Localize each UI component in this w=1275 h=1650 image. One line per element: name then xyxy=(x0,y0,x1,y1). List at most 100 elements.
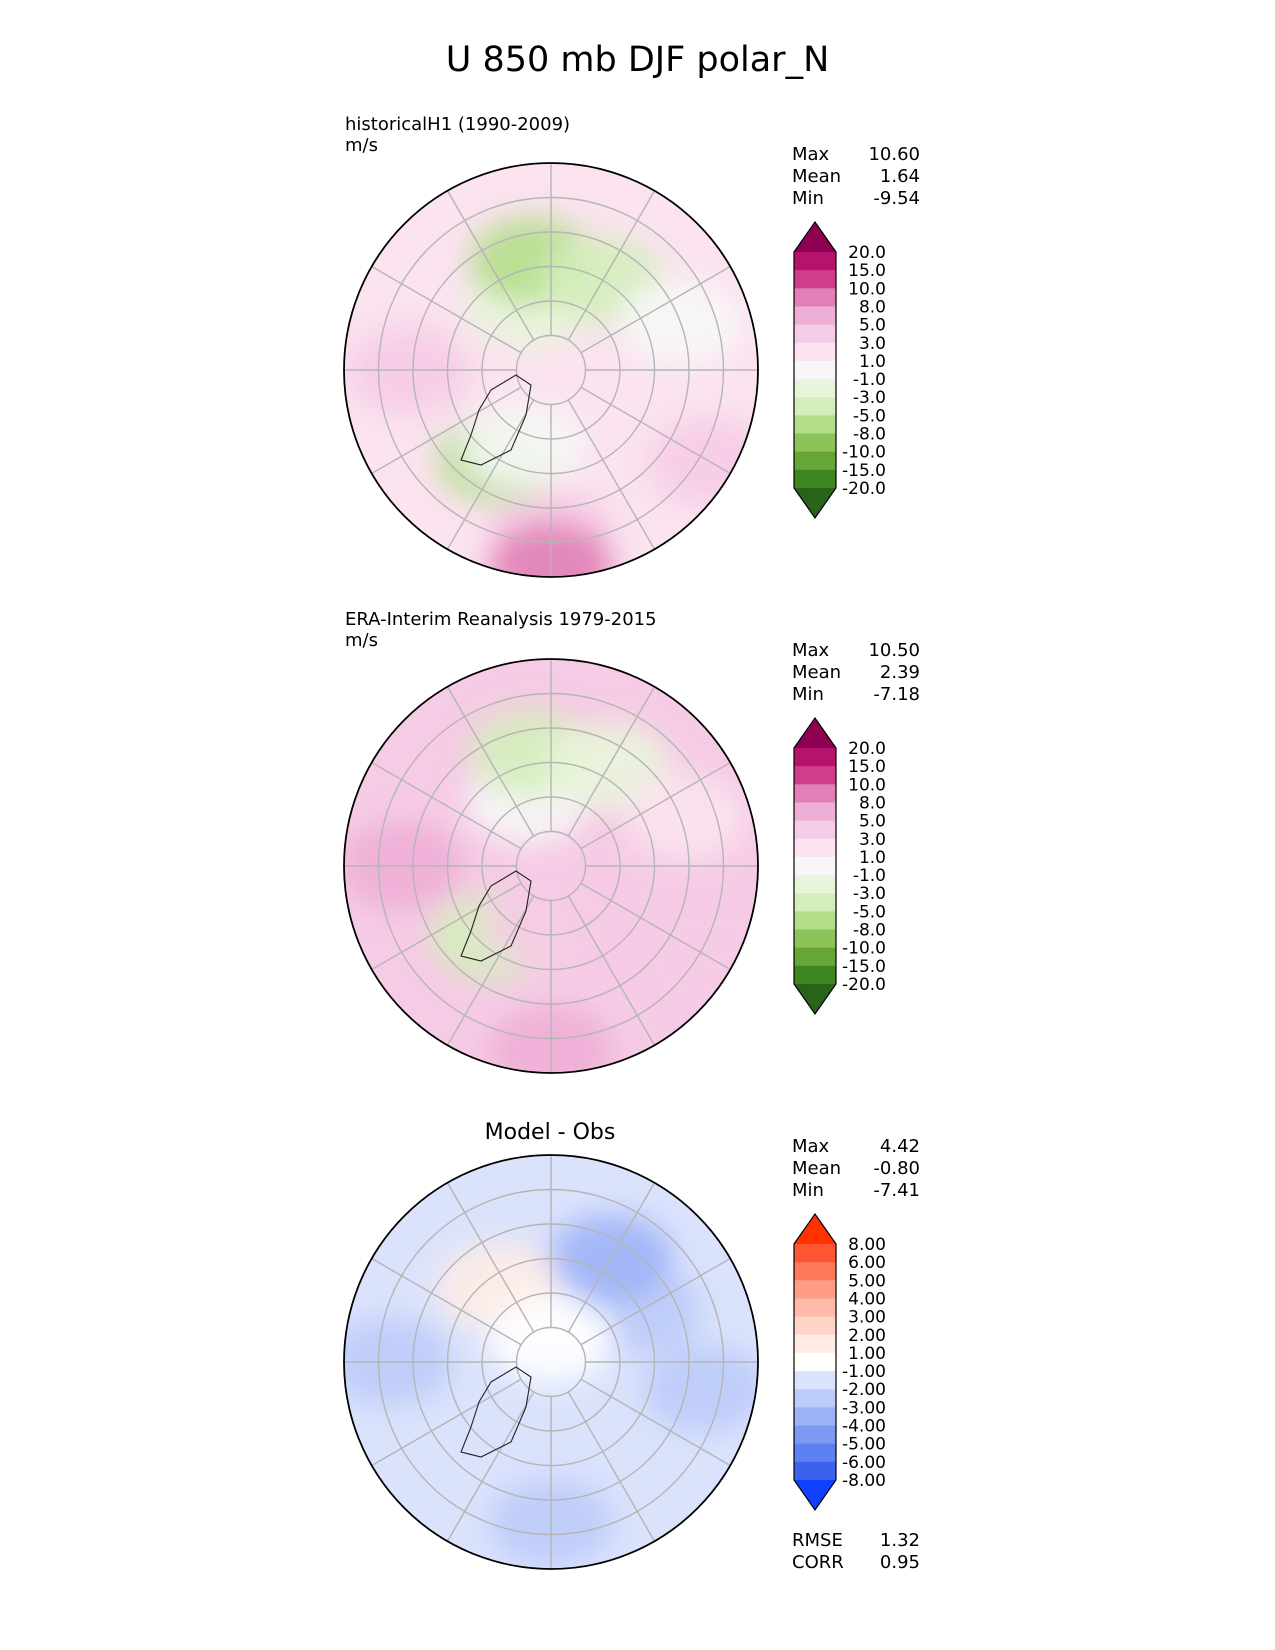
colorbar-tick-label: -8.00 xyxy=(842,1471,886,1491)
stat-value: -9.54 xyxy=(873,188,920,209)
meridian-line xyxy=(580,1378,731,1467)
colorbar-bin xyxy=(794,1371,836,1390)
metric-rmse: RMSE 1.32 xyxy=(792,1530,920,1552)
colorbar-tick-label: -5.0 xyxy=(853,902,886,922)
stat-label: Min xyxy=(792,1180,824,1201)
colorbar-tick-label: -1.0 xyxy=(853,370,886,390)
panel-1-title: historicalH1 (1990-2009) m/s xyxy=(345,114,570,156)
colorbar-tick-label: 15.0 xyxy=(848,261,886,281)
panel-2-stats: Max 10.50 Mean 2.39 Min -7.18 xyxy=(792,640,920,706)
meridian-line xyxy=(580,386,731,475)
panel-1-map xyxy=(343,162,759,578)
colorbar-bin xyxy=(794,856,836,876)
colorbar-tick-label: -2.00 xyxy=(842,1380,886,1400)
meridian-line xyxy=(580,265,731,354)
colorbar-bin xyxy=(794,1352,836,1372)
colorbar-tick-label: 4.00 xyxy=(848,1289,886,1309)
meridian-line xyxy=(371,1257,522,1346)
stat-value: 2.39 xyxy=(879,662,920,683)
stat-max: Max 4.42 xyxy=(792,1136,920,1158)
coastline-greenland xyxy=(460,374,532,466)
colorbar-tick-label: 20.0 xyxy=(848,739,886,759)
stat-mean: Mean -0.80 xyxy=(792,1158,920,1180)
meridian-line xyxy=(446,190,535,341)
colorbar-bin xyxy=(794,838,836,858)
meridian-line xyxy=(567,1182,656,1333)
panel-3-colorbar: 8.006.005.004.003.002.001.00-1.00-2.00-3… xyxy=(793,1212,886,1511)
stat-mean: Mean 1.64 xyxy=(792,166,920,188)
stat-label: Min xyxy=(792,684,824,705)
colorbar-tick-label: -10.0 xyxy=(842,939,886,959)
colorbar-tick-label: -5.00 xyxy=(842,1435,886,1455)
metric-label: RMSE xyxy=(792,1530,843,1551)
colorbar-bin xyxy=(794,1334,836,1354)
colorbar-bin xyxy=(794,929,836,949)
stat-min: Min -9.54 xyxy=(792,188,920,210)
stat-value: -0.80 xyxy=(873,1158,920,1179)
colorbar-bin xyxy=(794,469,836,489)
colorbar-bin xyxy=(794,360,836,380)
colorbar-bin xyxy=(794,252,836,271)
meridian-line xyxy=(446,1391,535,1542)
stat-max: Max 10.50 xyxy=(792,640,920,662)
colorbar-tick-label: 20.0 xyxy=(848,243,886,263)
metric-corr: CORR 0.95 xyxy=(792,1552,920,1574)
stat-label: Mean xyxy=(792,1158,842,1179)
field-region xyxy=(623,773,748,862)
colorbar-outline xyxy=(793,716,837,1015)
colorbar-tick-label: 8.0 xyxy=(859,297,886,317)
meridian-line xyxy=(580,1257,731,1346)
panel-3-metrics: RMSE 1.32 CORR 0.95 xyxy=(792,1530,920,1574)
colorbar-bin xyxy=(794,397,836,416)
meridian-line xyxy=(567,399,656,550)
colorbar-extend-top xyxy=(794,718,836,748)
colorbar-tick-label: 5.00 xyxy=(848,1271,886,1291)
stat-min: Min -7.18 xyxy=(792,684,920,706)
stat-value: 10.60 xyxy=(868,144,920,165)
colorbar-bin xyxy=(794,947,836,967)
panel-2-colorbar: 20.015.010.08.05.03.01.0-1.0-3.0-5.0-8.0… xyxy=(793,716,886,1015)
colorbar-bin xyxy=(794,306,836,326)
field-region xyxy=(461,401,586,490)
colorbar-extend-top xyxy=(794,222,836,252)
meridian-line xyxy=(371,1378,522,1467)
figure-title: U 850 mb DJF polar_N xyxy=(445,40,830,80)
colorbar-bin xyxy=(794,415,836,434)
colorbar-bin xyxy=(794,1316,836,1336)
colorbar-bin xyxy=(794,965,836,985)
colorbar-outline xyxy=(793,220,837,519)
colorbar-bin xyxy=(794,433,836,453)
colorbar-tick-label: 10.0 xyxy=(848,775,886,795)
meridian-line xyxy=(371,761,522,850)
panel-1-title-text: historicalH1 (1990-2009) xyxy=(345,114,571,135)
stat-label: Min xyxy=(792,188,824,209)
field-region xyxy=(643,1345,758,1434)
colorbar-tick-label: 3.0 xyxy=(859,830,886,850)
colorbar-extend-bottom xyxy=(794,983,836,1014)
stat-label: Mean xyxy=(792,166,842,187)
colorbar-bin xyxy=(794,802,836,822)
colorbar-tick-label: 6.00 xyxy=(848,1253,886,1273)
meridian-line xyxy=(446,895,535,1046)
panel-3-stats: Max 4.42 Mean -0.80 Min -7.41 xyxy=(792,1136,920,1202)
panel-2-map xyxy=(343,658,759,1074)
colorbar-bin xyxy=(794,1389,836,1408)
stat-value: 4.42 xyxy=(879,1136,920,1157)
meridian-line xyxy=(446,1182,535,1333)
colorbar-tick-label: -8.0 xyxy=(853,921,886,941)
colorbar-tick-label: -6.00 xyxy=(842,1453,886,1473)
meridian-line xyxy=(580,882,731,971)
colorbar-tick-label: 2.00 xyxy=(848,1326,886,1346)
colorbar-tick-label: 1.00 xyxy=(848,1344,886,1364)
stat-min: Min -7.41 xyxy=(792,1180,920,1202)
field-region xyxy=(483,879,608,968)
stat-value: 1.64 xyxy=(879,166,920,187)
colorbar-tick-label: 10.0 xyxy=(848,279,886,299)
meridian-line xyxy=(371,386,522,475)
colorbar-tick-label: -20.0 xyxy=(842,479,886,499)
colorbar-bin xyxy=(794,1443,836,1463)
metric-value: 1.32 xyxy=(879,1530,920,1551)
colorbar-tick-label: 15.0 xyxy=(848,757,886,777)
colorbar-tick-label: 3.0 xyxy=(859,334,886,354)
panel-3-title: Model - Obs xyxy=(484,1120,616,1145)
